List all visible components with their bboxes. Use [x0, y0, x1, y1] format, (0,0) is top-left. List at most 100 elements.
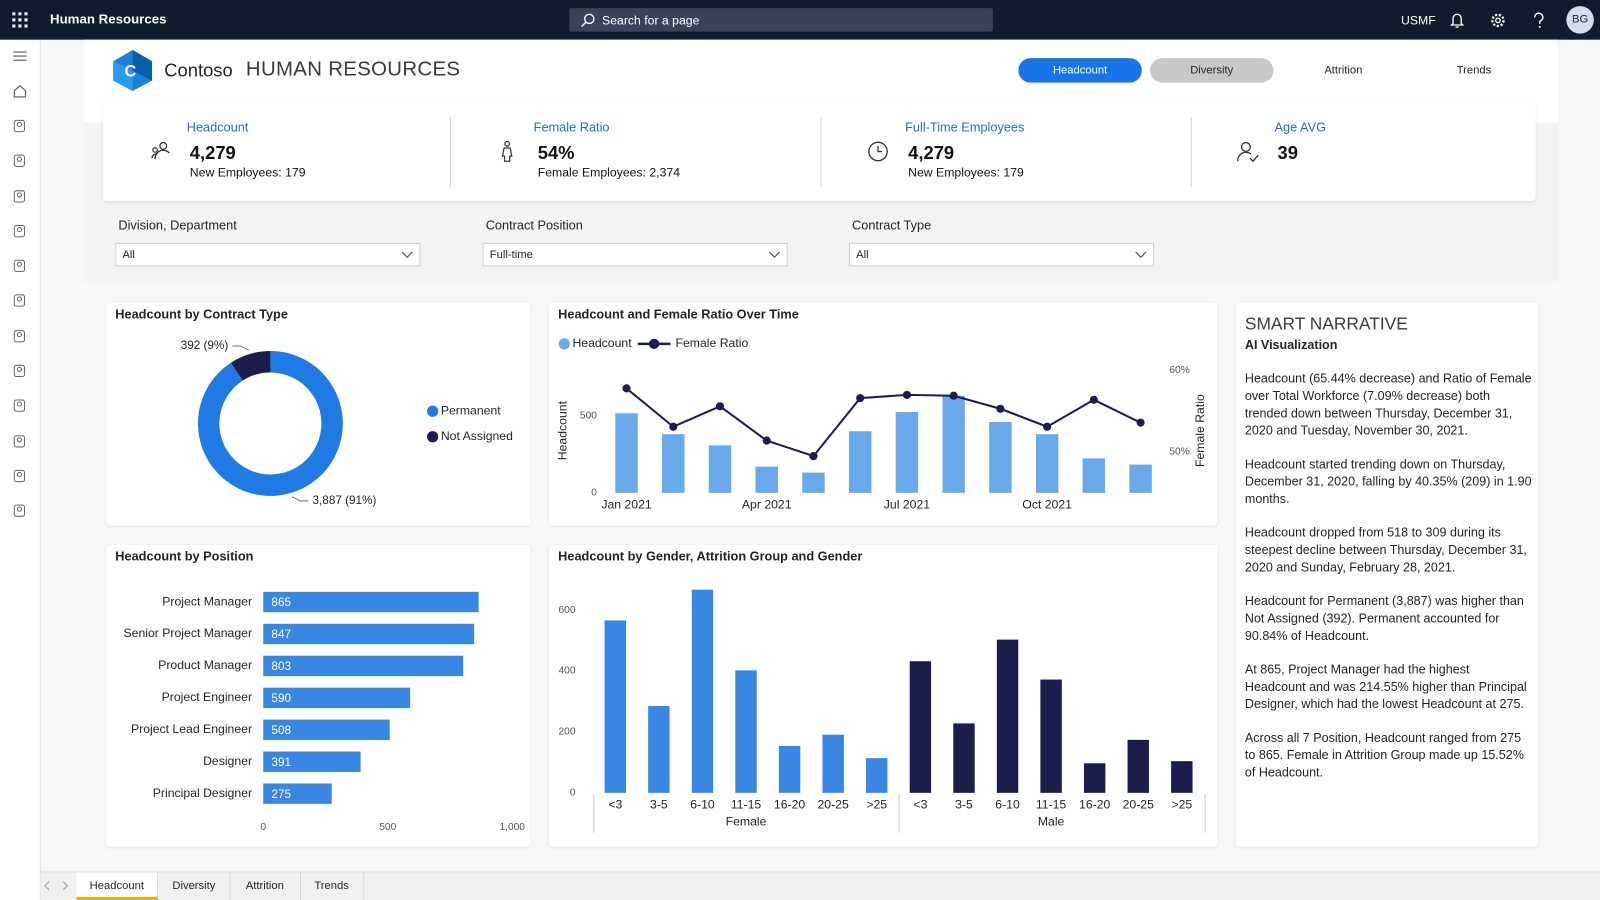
nav-button[interactable]: Trends — [1412, 58, 1536, 83]
sidebar-icon[interactable] — [13, 435, 25, 448]
kpi-detail: Female Employees: 2,374 — [537, 165, 681, 180]
legend-marker — [427, 431, 439, 443]
app-launcher[interactable] — [12, 12, 28, 28]
x-tick-label: Oct 2021 — [1022, 497, 1072, 511]
kpi-label: Age AVG — [1274, 120, 1327, 135]
group-label: Female — [726, 815, 767, 829]
sidebar-icon[interactable] — [13, 190, 25, 203]
data-label: 3,887 (91%) — [313, 494, 377, 507]
nav-button[interactable]: Attrition — [1281, 58, 1406, 83]
donut-slice — [230, 351, 271, 381]
line-point — [715, 402, 725, 411]
y2-tick-label: 60% — [1169, 365, 1189, 376]
sidebar — [0, 39, 41, 900]
filter-value: All — [122, 248, 135, 262]
bar — [909, 661, 932, 793]
line-point — [1089, 395, 1098, 404]
company[interactable]: USMF — [1401, 13, 1436, 28]
tab[interactable]: Diversity — [158, 872, 231, 900]
glyph — [13, 84, 27, 98]
x-tick-label: >25 — [1171, 797, 1192, 811]
legend-label: Female Ratio — [676, 336, 749, 350]
help-icon[interactable] — [1533, 12, 1545, 28]
bar — [755, 466, 778, 493]
chevron — [1135, 251, 1147, 259]
kpi-value: 4,279 — [189, 142, 236, 164]
chart-card — [106, 303, 531, 526]
kpi-detail: New Employees: 179 — [189, 165, 306, 180]
sidebar-icon[interactable] — [13, 399, 25, 412]
bar — [604, 620, 627, 793]
bar — [735, 670, 757, 793]
glyph — [13, 259, 25, 272]
x-tick-label: 11-15 — [1036, 797, 1067, 811]
sidebar-icon[interactable] — [13, 51, 27, 61]
sidebar-icon[interactable] — [13, 84, 27, 98]
line-point — [622, 384, 631, 393]
bar — [989, 422, 1012, 493]
filter-label: Contract Position — [485, 218, 583, 233]
filter-dropdown[interactable]: Full-time — [482, 242, 788, 267]
kpi-value: 4,279 — [908, 142, 955, 164]
filter-value: Full-time — [489, 248, 533, 262]
donut-slice — [197, 351, 343, 496]
narrative-paragraph: At 865, Project Manager had the highest … — [1244, 662, 1527, 712]
notifications-icon[interactable] — [1449, 12, 1465, 28]
filter-dropdown[interactable]: All — [115, 242, 421, 267]
legend-label: Headcount — [572, 336, 632, 350]
glyph — [13, 435, 25, 448]
y-tick-label: 0 — [570, 788, 576, 799]
search-icon — [581, 13, 595, 28]
narrative-paragraph: Headcount dropped from 518 to 309 during… — [1244, 525, 1527, 575]
glyph — [13, 364, 25, 378]
y-axis-title: Headcount — [555, 400, 569, 460]
x-tick-label: 20-25 — [1123, 797, 1154, 811]
tab[interactable]: Trends — [300, 872, 365, 900]
bar — [1082, 458, 1106, 493]
line-point — [856, 394, 865, 403]
sidebar-icon[interactable] — [13, 504, 25, 517]
kpi-separator — [449, 117, 452, 187]
glyph — [16, 437, 22, 443]
page-title: HUMAN RESOURCES — [245, 58, 461, 81]
sidebar-icon[interactable] — [13, 294, 25, 307]
logo-text: Contoso — [164, 60, 233, 81]
sidebar-icon[interactable] — [13, 364, 25, 378]
y2-axis-title: Female Ratio — [1193, 394, 1207, 467]
tab[interactable]: Headcount — [76, 872, 159, 900]
nav-button[interactable]: Headcount — [1018, 58, 1142, 83]
line-point — [902, 390, 912, 399]
bar — [263, 623, 475, 645]
sidebar-icon[interactable] — [13, 469, 25, 483]
svg-text:C: C — [124, 63, 136, 81]
bar — [866, 758, 888, 793]
sidebar-icon[interactable] — [13, 154, 25, 167]
bar — [263, 719, 390, 740]
y-tick-label: 400 — [559, 666, 576, 677]
sidebar-icon[interactable] — [13, 119, 25, 133]
sidebar-icon[interactable] — [13, 224, 25, 238]
settings-icon[interactable] — [1490, 12, 1506, 28]
leader-line — [232, 345, 249, 351]
x-tick-label: >25 — [866, 797, 887, 811]
tab[interactable]: Attrition — [230, 872, 302, 900]
nav-button[interactable]: Diversity — [1149, 58, 1274, 83]
sidebar-icon[interactable] — [13, 330, 25, 343]
data-label: 508 — [271, 724, 291, 737]
bar — [1127, 739, 1149, 793]
narrative-card — [1235, 303, 1538, 847]
x-tick-label: 6-10 — [690, 797, 715, 811]
search-box[interactable]: Search for a page — [569, 8, 993, 32]
bar — [895, 412, 919, 493]
narrative-title: SMART NARRATIVE — [1244, 314, 1408, 334]
chevron — [768, 251, 781, 259]
filter-dropdown[interactable]: All — [848, 242, 1155, 267]
sidebar-icon[interactable] — [13, 259, 25, 272]
x-tick-label: 6-10 — [995, 797, 1020, 811]
tab-scroll[interactable] — [43, 880, 72, 892]
filter-value: All — [856, 248, 869, 262]
y2-tick-label: 50% — [1169, 447, 1189, 458]
avatar[interactable]: BG — [1566, 6, 1594, 34]
